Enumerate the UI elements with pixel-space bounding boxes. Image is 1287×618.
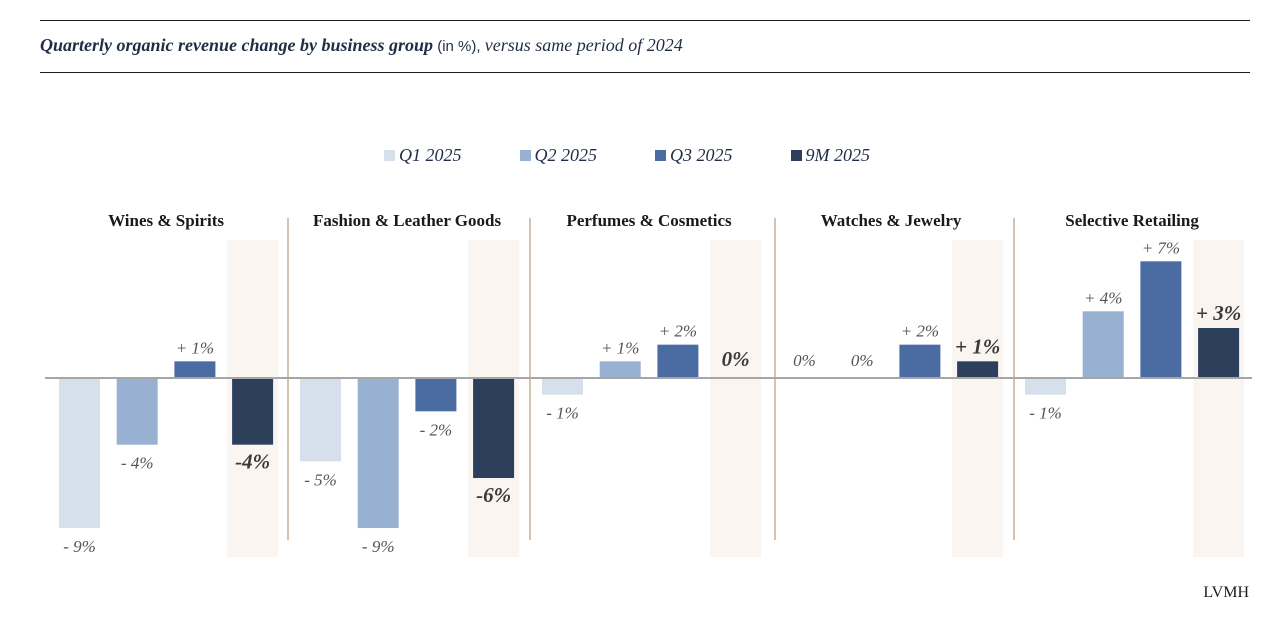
highlight-band-watches-jewelry: [952, 240, 1004, 557]
chart-title: Quarterly organic revenue change by busi…: [40, 35, 683, 56]
title-main: Quarterly organic revenue change by busi…: [40, 35, 434, 55]
top-rule: [40, 20, 1250, 21]
data-label-selective-retailing-9m-2025: + 3%: [1196, 301, 1241, 325]
title-comparison: versus same period of 2024: [484, 35, 683, 55]
bar-wines-spirits-9m-2025: [232, 378, 274, 445]
legend-label-q2: Q2 2025: [534, 145, 598, 165]
legend-label-q3: Q3 2025: [670, 145, 733, 165]
data-label-wines-spirits-q1-2025: - 9%: [63, 537, 96, 556]
bar-wines-spirits-q1-2025: [59, 378, 100, 529]
legend-swatch-q1: [384, 150, 395, 161]
bar-fashion-leather-goods-q2-2025: [357, 378, 399, 529]
data-label-watches-jewelry-9m-2025: + 1%: [955, 334, 1000, 358]
bar-perfumes-cosmetics-q2-2025: [599, 361, 641, 378]
bar-watches-jewelry-9m-2025: [957, 361, 999, 378]
category-label-watches-jewelry: Watches & Jewelry: [821, 211, 962, 230]
bar-watches-jewelry-q3-2025: [899, 344, 941, 378]
title-bottom-rule: [40, 72, 1250, 73]
bar-selective-retailing-9m-2025: [1198, 327, 1240, 378]
category-label-selective-retailing: Selective Retailing: [1065, 211, 1199, 230]
category-label-fashion-leather-goods: Fashion & Leather Goods: [313, 211, 502, 230]
bar-selective-retailing-q2-2025: [1082, 311, 1124, 378]
data-label-perfumes-cosmetics-q1-2025: - 1%: [546, 404, 579, 423]
highlight-band-perfumes-cosmetics: [710, 240, 762, 557]
title-unit: (in %),: [433, 38, 485, 55]
bar-fashion-leather-goods-9m-2025: [473, 378, 515, 479]
legend-item-q3: Q3 2025: [655, 145, 733, 166]
data-label-fashion-leather-goods-q1-2025: - 5%: [304, 470, 337, 489]
bar-fashion-leather-goods-q1-2025: [300, 378, 341, 462]
legend-item-9m: 9M 2025: [790, 145, 871, 166]
legend-swatch-9m: [790, 150, 802, 161]
legend: Q1 2025 Q2 2025 Q3 2025 9M 2025: [384, 145, 870, 166]
data-label-wines-spirits-9m-2025: -4%: [235, 450, 270, 474]
data-label-watches-jewelry-q3-2025: + 2%: [901, 322, 939, 341]
data-label-fashion-leather-goods-q2-2025: - 9%: [362, 537, 395, 556]
legend-label-q1: Q1 2025: [399, 145, 462, 165]
bar-selective-retailing-q3-2025: [1140, 261, 1182, 378]
legend-item-q1: Q1 2025: [384, 145, 462, 166]
data-label-fashion-leather-goods-9m-2025: -6%: [476, 483, 511, 507]
data-label-wines-spirits-q2-2025: - 4%: [121, 454, 154, 473]
data-label-perfumes-cosmetics-q3-2025: + 2%: [659, 322, 697, 341]
brand-logo: LVMH: [1203, 584, 1249, 601]
data-label-watches-jewelry-q1-2025: 0%: [793, 351, 816, 370]
bar-selective-retailing-q1-2025: [1025, 378, 1066, 395]
legend-swatch-q3: [655, 150, 666, 161]
bar-perfumes-cosmetics-q1-2025: [542, 378, 583, 395]
data-label-wines-spirits-q3-2025: + 1%: [176, 338, 214, 357]
data-label-perfumes-cosmetics-9m-2025: 0%: [722, 347, 750, 371]
data-label-selective-retailing-q1-2025: - 1%: [1029, 404, 1062, 423]
category-label-wines-spirits: Wines & Spirits: [108, 211, 224, 230]
legend-swatch-q2: [519, 150, 531, 161]
bar-wines-spirits-q2-2025: [116, 378, 158, 445]
data-label-fashion-leather-goods-q3-2025: - 2%: [420, 420, 453, 439]
data-label-selective-retailing-q3-2025: + 7%: [1142, 238, 1180, 257]
data-label-selective-retailing-q2-2025: + 4%: [1084, 288, 1122, 307]
bar-perfumes-cosmetics-q3-2025: [657, 344, 699, 378]
data-label-watches-jewelry-q2-2025: 0%: [851, 351, 874, 370]
data-label-perfumes-cosmetics-q2-2025: + 1%: [601, 338, 639, 357]
legend-label-9m: 9M 2025: [805, 145, 871, 165]
highlight-band-selective-retailing: [1193, 240, 1245, 557]
bar-fashion-leather-goods-q3-2025: [415, 378, 457, 412]
category-label-perfumes-cosmetics: Perfumes & Cosmetics: [566, 211, 732, 230]
bar-wines-spirits-q3-2025: [174, 361, 216, 378]
legend-item-q2: Q2 2025: [519, 145, 598, 166]
